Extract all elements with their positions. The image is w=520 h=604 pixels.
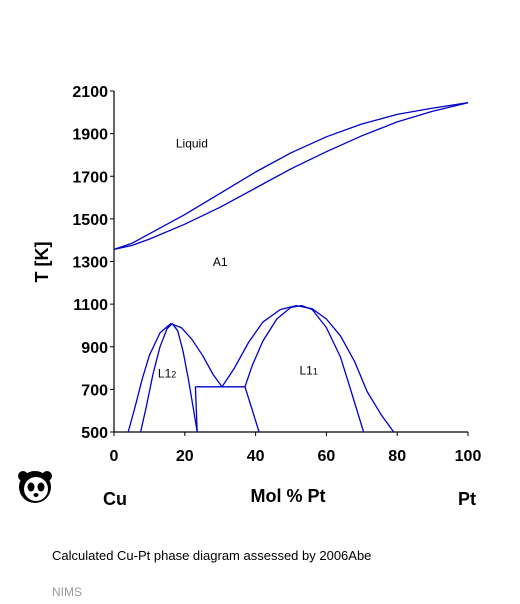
- phase-boundary-line: [139, 323, 198, 433]
- region-label: L11: [300, 363, 318, 377]
- y-tick-label: 900: [81, 340, 108, 357]
- phase-boundary-line: [221, 304, 395, 433]
- y-tick-label: 500: [81, 425, 108, 442]
- y-tick-label: 1700: [72, 169, 108, 186]
- y-tick-label: 700: [81, 382, 108, 399]
- phase-boundary-line: [194, 386, 198, 433]
- y-axis-label: T [K]: [32, 242, 52, 283]
- x-axis-label: Mol % Pt: [251, 486, 326, 506]
- x-tick-label: 60: [318, 448, 336, 465]
- phase-boundary-line: [127, 323, 223, 433]
- region-label: A1: [213, 255, 228, 269]
- x-tick-label: 100: [455, 448, 482, 465]
- y-tick-label: 1300: [72, 255, 108, 272]
- x-tick-label: 80: [388, 448, 406, 465]
- x-left-element-label: Cu: [103, 489, 127, 509]
- figure-caption: Calculated Cu-Pt phase diagram assessed …: [52, 548, 372, 563]
- y-tick-label: 1100: [73, 297, 108, 314]
- panda-logo: [18, 471, 52, 503]
- phase-boundary-line: [244, 304, 365, 433]
- phase-boundaries: [113, 102, 469, 433]
- x-tick-label: 0: [110, 448, 119, 465]
- x-tick-label: 20: [176, 448, 194, 465]
- y-tick-label: 2100: [72, 84, 108, 101]
- region-labels: Liquid A1 L12 L11: [158, 136, 318, 380]
- phase-boundary-line: [244, 386, 260, 433]
- x-right-element-label: Pt: [458, 489, 476, 509]
- phase-boundary-line: [113, 102, 469, 251]
- y-tick-label: 1900: [72, 127, 108, 144]
- y-tick-label: 1500: [72, 212, 108, 229]
- source-credit: NIMS: [52, 585, 82, 599]
- axes: 500 700 900 1100 1300 1500 1700 1900 2100 0 20 40 60…: [72, 84, 481, 465]
- region-label: Liquid: [176, 136, 208, 150]
- region-label: L12: [158, 367, 176, 381]
- phase-boundary-line: [113, 102, 469, 251]
- x-tick-label: 40: [247, 448, 265, 465]
